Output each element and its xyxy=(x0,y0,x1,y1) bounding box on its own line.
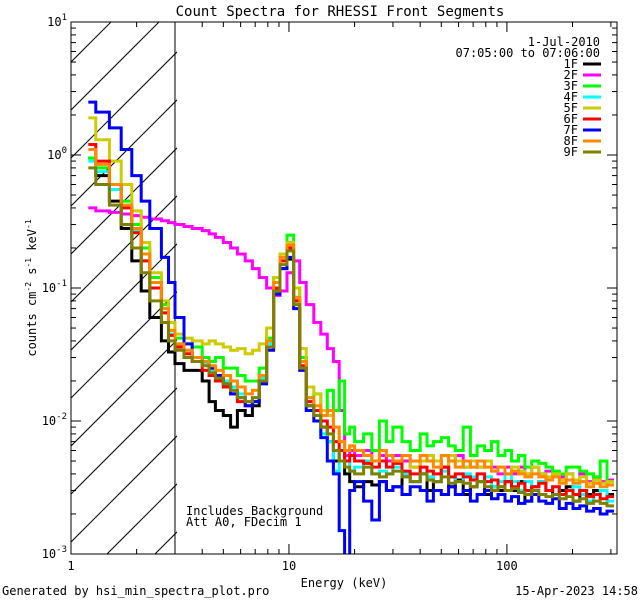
x-tick-label: 1 xyxy=(67,559,74,573)
legend-label-8F: 8F xyxy=(564,134,578,148)
legend-label-5F: 5F xyxy=(564,101,578,115)
excluded-region-hatching xyxy=(71,22,177,554)
legend-label-2F: 2F xyxy=(564,68,578,82)
y-axis-label-end: keV xyxy=(25,229,39,258)
hatch-line xyxy=(71,387,177,495)
series-line-9F xyxy=(88,166,614,508)
y-tick-label-base: 10 xyxy=(47,15,61,29)
y-tick-label-base: 10 xyxy=(42,281,56,295)
y-tick-label-exponent: -3 xyxy=(56,545,67,555)
y-tick-label-exponent: 0 xyxy=(62,146,67,156)
data-series-group xyxy=(88,100,614,554)
x-tick-label: 10 xyxy=(282,559,296,573)
legend-label-6F: 6F xyxy=(564,112,578,126)
footer-generated-by: Generated by hsi_min_spectra_plot.pro xyxy=(2,584,270,598)
chart-title: Count Spectra for RHESSI Front Segments xyxy=(176,4,505,20)
y-tick-label: 101 xyxy=(47,13,67,29)
x-axis-label: Energy (keV) xyxy=(301,576,388,590)
annotation-attenuator: Att A0, FDecim 1 xyxy=(186,515,302,529)
hatch-line xyxy=(71,22,160,111)
y-axis-label-sup1: -2 xyxy=(24,282,33,292)
x-axis: 1 10 100 xyxy=(67,22,612,573)
legend-date: 1-Jul-2010 xyxy=(528,35,600,49)
x-tick-label: 100 xyxy=(496,559,518,573)
y-axis-label: counts cm-2 s-1 keV-1 xyxy=(24,219,39,356)
hatch-line xyxy=(71,243,177,351)
y-tick-label-exponent: 1 xyxy=(62,13,67,23)
y-axis-label-mid: s xyxy=(25,268,39,282)
legend-label-7F: 7F xyxy=(564,123,578,137)
y-tick-label-base: 10 xyxy=(42,547,56,561)
y-axis-label-sup3: -1 xyxy=(24,219,33,229)
y-axis-label-main: counts cm xyxy=(25,292,39,357)
y-axis-label-sup2: -1 xyxy=(24,258,33,268)
legend-label-1F: 1F xyxy=(564,57,578,71)
legend-time-range: 07:05:00 to 07:06:00 xyxy=(456,46,601,60)
hatch-line xyxy=(71,99,177,207)
series-line-8F xyxy=(88,148,614,489)
y-tick-label: 10-2 xyxy=(42,412,67,428)
y-tick-label: 100 xyxy=(47,146,67,162)
legend: 1-Jul-2010 07:05:00 to 07:06:00 1F2F3F4F… xyxy=(456,35,601,159)
y-tick-label-base: 10 xyxy=(47,148,61,162)
hatch-line xyxy=(71,51,177,159)
y-tick-label: 10-3 xyxy=(42,545,67,561)
legend-label-9F: 9F xyxy=(564,145,578,159)
legend-label-4F: 4F xyxy=(564,90,578,104)
annotation-background: Includes Background xyxy=(186,504,323,518)
y-tick-label-exponent: -2 xyxy=(56,412,67,422)
footer-timestamp: 15-Apr-2023 14:58 xyxy=(515,584,638,598)
y-tick-label-base: 10 xyxy=(42,414,56,428)
y-tick-label: 10-1 xyxy=(42,279,67,295)
y-tick-label-exponent: -1 xyxy=(56,279,67,289)
legend-label-3F: 3F xyxy=(564,79,578,93)
hatch-line xyxy=(71,435,177,543)
hatch-line xyxy=(71,195,177,303)
